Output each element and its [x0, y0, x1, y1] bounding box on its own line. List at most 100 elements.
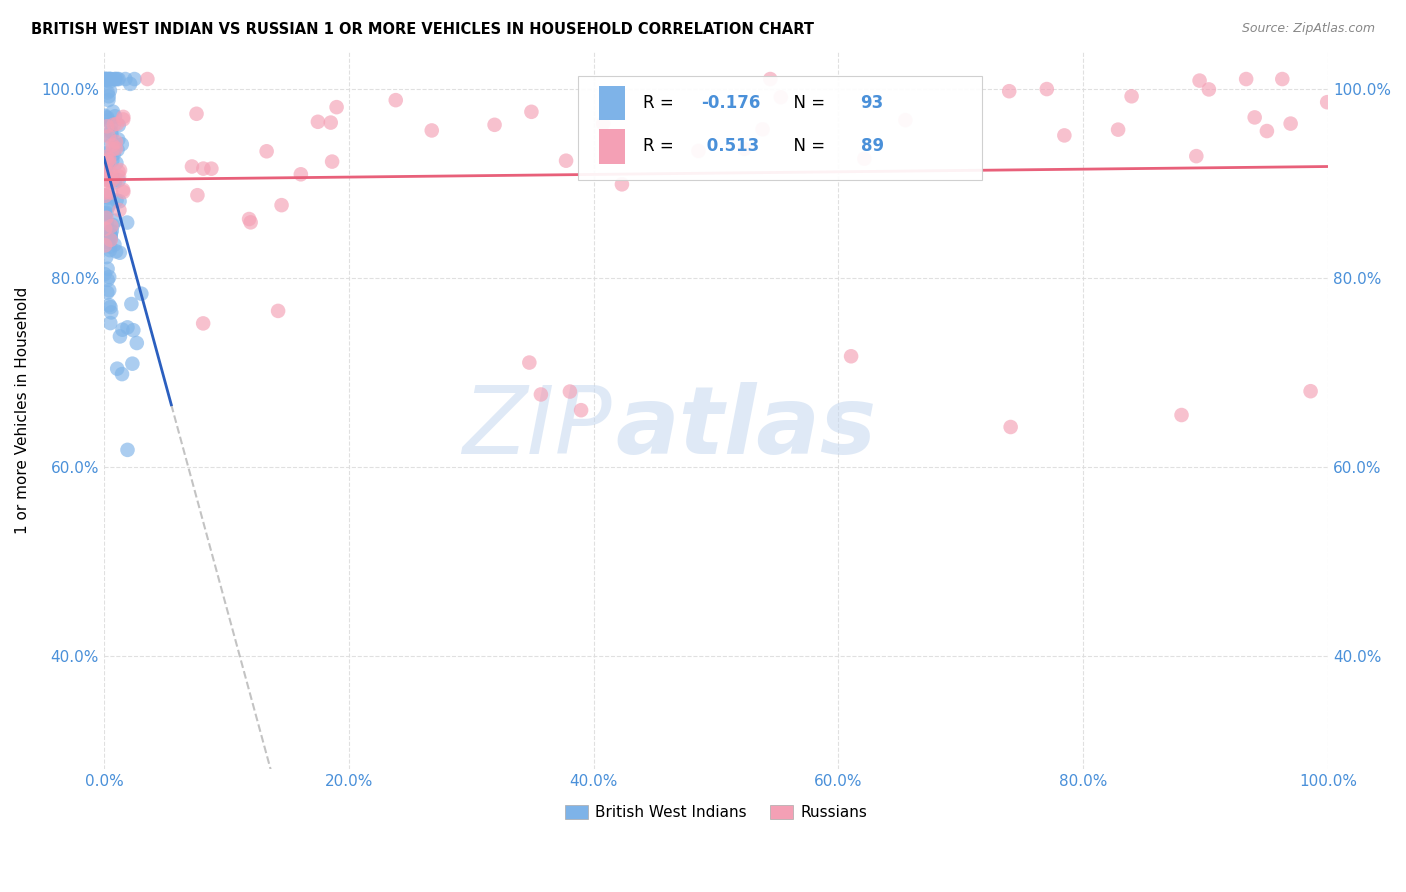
Point	[93, 128, 115, 142]
Point	[1271, 72, 1294, 87]
Point	[290, 167, 312, 181]
Point	[94, 139, 117, 153]
Point	[101, 153, 124, 168]
Point	[100, 186, 122, 200]
Point	[97, 235, 120, 250]
Text: 89: 89	[860, 137, 883, 155]
Point	[108, 169, 131, 184]
Text: N =: N =	[783, 95, 831, 112]
Point	[117, 442, 139, 457]
Text: Source: ZipAtlas.com: Source: ZipAtlas.com	[1241, 22, 1375, 36]
Point	[94, 188, 117, 202]
Point	[97, 86, 120, 100]
Point	[98, 227, 121, 242]
Point	[1256, 124, 1278, 138]
Point	[193, 161, 215, 176]
Point	[104, 175, 127, 189]
Point	[98, 298, 121, 312]
Point	[101, 104, 124, 119]
Point	[94, 207, 117, 221]
Point	[1299, 384, 1322, 399]
Y-axis label: 1 or more Vehicles in Household: 1 or more Vehicles in Household	[15, 286, 30, 533]
Point	[186, 188, 208, 202]
Point	[93, 146, 115, 161]
Point	[96, 285, 118, 300]
Point	[530, 387, 553, 401]
Point	[1053, 128, 1076, 143]
Point	[1000, 420, 1022, 434]
Point	[104, 213, 127, 227]
Point	[100, 117, 122, 131]
Point	[120, 77, 142, 91]
Point	[96, 72, 118, 87]
Point	[610, 178, 633, 192]
Point	[98, 72, 121, 87]
Point	[107, 72, 129, 87]
Point	[100, 167, 122, 181]
Text: BRITISH WEST INDIAN VS RUSSIAN 1 OR MORE VEHICLES IN HOUSEHOLD CORRELATION CHART: BRITISH WEST INDIAN VS RUSSIAN 1 OR MORE…	[31, 22, 814, 37]
Point	[136, 72, 159, 87]
Point	[98, 270, 121, 285]
Point	[97, 129, 120, 144]
Point	[98, 171, 121, 186]
Point	[733, 142, 755, 156]
Text: N =: N =	[783, 137, 831, 155]
Point	[107, 143, 129, 157]
Point	[98, 72, 121, 87]
Point	[98, 239, 121, 253]
Point	[104, 72, 127, 87]
Point	[97, 273, 120, 287]
Point	[98, 155, 121, 169]
Point	[100, 72, 122, 87]
Point	[105, 156, 128, 170]
Point	[98, 243, 121, 257]
Point	[93, 267, 115, 281]
Point	[93, 72, 115, 87]
Point	[97, 190, 120, 204]
Point	[96, 206, 118, 220]
Point	[751, 122, 773, 136]
Point	[112, 183, 135, 197]
Point	[97, 93, 120, 107]
Point	[94, 238, 117, 252]
Point	[105, 244, 128, 259]
Point	[121, 357, 143, 371]
Point	[105, 117, 128, 131]
Point	[1188, 73, 1211, 87]
Point	[101, 218, 124, 232]
Point	[100, 233, 122, 247]
Point	[200, 161, 222, 176]
Point	[94, 164, 117, 178]
Point	[98, 173, 121, 187]
Point	[104, 72, 127, 87]
Point	[1170, 408, 1192, 422]
Point	[98, 283, 121, 297]
Point	[98, 152, 121, 166]
Point	[96, 154, 118, 169]
Point	[321, 154, 343, 169]
Point	[125, 336, 148, 351]
FancyBboxPatch shape	[599, 86, 626, 120]
Text: R =: R =	[643, 137, 679, 155]
Point	[112, 112, 135, 127]
Point	[108, 245, 131, 260]
Point	[104, 109, 127, 123]
Point	[1185, 149, 1208, 163]
Point	[97, 113, 120, 128]
Point	[108, 203, 131, 218]
Point	[96, 72, 118, 87]
Point	[100, 229, 122, 244]
Point	[181, 160, 204, 174]
Point	[107, 173, 129, 187]
Point	[998, 84, 1021, 98]
Point	[98, 316, 121, 330]
Point	[96, 250, 118, 264]
FancyBboxPatch shape	[578, 76, 981, 180]
Point	[688, 144, 710, 158]
Point	[96, 172, 118, 186]
Point	[100, 231, 122, 245]
Point	[104, 141, 127, 155]
Point	[267, 304, 290, 318]
Point	[97, 157, 120, 171]
Point	[94, 206, 117, 220]
